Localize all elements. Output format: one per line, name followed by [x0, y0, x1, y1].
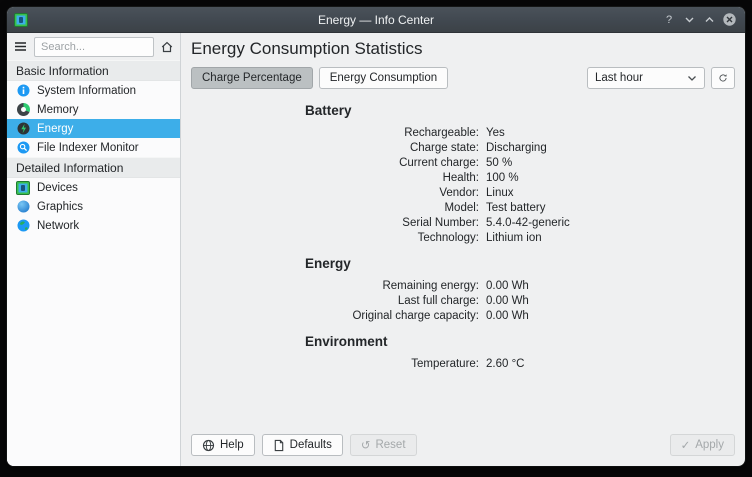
field-value: Test battery: [486, 202, 546, 214]
window-title: Energy — Info Center: [317, 12, 435, 27]
field-label: Rechargeable:: [404, 127, 479, 139]
home-icon[interactable]: [160, 40, 174, 54]
sidebar-section-basic-information: Basic Information: [7, 60, 180, 81]
sidebar-item-memory[interactable]: Memory: [7, 100, 180, 119]
close-icon: [722, 13, 736, 26]
titlebar[interactable]: Energy — Info Center ?: [7, 7, 745, 33]
field-label: Remaining energy:: [382, 280, 479, 292]
toggle-label: Energy Consumption: [329, 72, 438, 84]
field-label: Technology:: [417, 232, 479, 244]
info-center-window: Energy — Info Center ?: [7, 7, 745, 466]
section-label: Detailed Information: [16, 160, 124, 175]
sidebar-item-energy[interactable]: Energy: [7, 119, 180, 138]
sidebar-item-system-information[interactable]: System Information: [7, 81, 180, 100]
sidebar-item-graphics[interactable]: Graphics: [7, 197, 180, 216]
search-input[interactable]: [34, 36, 154, 57]
check-icon: ✓: [680, 438, 691, 452]
battery-info-form: Battery Rechargeable: Yes Charge state: Di…: [191, 91, 735, 426]
field-value: Discharging: [486, 142, 547, 154]
button-label: Apply: [695, 439, 724, 451]
main-panel: Energy Consumption Statistics Charge Per…: [181, 33, 745, 466]
footer-button-bar: Help Defaults ↺ Reset ✓ Apply: [191, 426, 735, 466]
document-icon: [274, 439, 283, 451]
sidebar-item-label: Graphics: [37, 200, 84, 213]
page-title: Energy Consumption Statistics: [191, 39, 423, 58]
file-indexer-icon: [16, 141, 30, 155]
section-heading-battery: Battery: [305, 103, 352, 118]
section-heading-energy: Energy: [305, 256, 351, 271]
environment-grid: Temperature: 2.60 °C: [191, 358, 735, 370]
sidebar-section-detailed-information: Detailed Information: [7, 157, 180, 178]
field-value: Yes: [486, 127, 505, 139]
sidebar-item-label: File Indexer Monitor: [37, 141, 139, 154]
field-value: 0.00 Wh: [486, 280, 529, 292]
energy-grid: Remaining energy: 0.00 Wh Last full charg…: [191, 280, 735, 322]
graphics-icon: [16, 200, 30, 214]
refresh-icon: [719, 74, 727, 82]
memory-icon: [16, 103, 30, 117]
field-value: Linux: [486, 187, 514, 199]
battery-grid: Rechargeable: Yes Charge state: Dischargin…: [191, 127, 735, 244]
sidebar: Basic Information System Information Mem…: [7, 33, 181, 466]
sidebar-item-label: Devices: [37, 181, 78, 194]
devices-icon: [16, 180, 30, 195]
field-value: 0.00 Wh: [486, 295, 529, 307]
sidebar-item-network[interactable]: Network: [7, 216, 180, 235]
undo-icon: ↺: [360, 438, 371, 452]
window-close-button[interactable]: [721, 12, 737, 28]
window-minimize-button[interactable]: [681, 12, 697, 28]
field-value: 0.00 Wh: [486, 310, 529, 322]
field-value: Lithium ion: [486, 232, 542, 244]
sidebar-item-file-indexer-monitor[interactable]: File Indexer Monitor: [7, 138, 180, 157]
sidebar-toolbar: [7, 33, 180, 60]
toggle-label: Charge Percentage: [202, 72, 302, 84]
chevron-up-icon: [705, 17, 713, 22]
field-label: Model:: [444, 202, 479, 214]
chevron-down-icon: [685, 17, 693, 23]
time-range-dropdown[interactable]: Last hour: [587, 67, 705, 89]
window-help-button[interactable]: ?: [661, 12, 677, 28]
field-value: 2.60 °C: [486, 358, 525, 370]
field-label: Charge state:: [409, 142, 479, 154]
window-maximize-button[interactable]: [701, 12, 717, 28]
field-label: Original charge capacity:: [352, 310, 479, 322]
field-label: Temperature:: [411, 358, 479, 370]
sidebar-item-label: System Information: [37, 84, 137, 97]
field-label: Serial Number:: [402, 217, 479, 229]
sidebar-item-devices[interactable]: Devices: [7, 178, 180, 197]
section-label: Basic Information: [16, 63, 109, 78]
field-value: 5.4.0-42-generic: [486, 217, 570, 229]
field-value: 100 %: [486, 172, 519, 184]
field-value: 50 %: [486, 157, 513, 169]
help-button[interactable]: Help: [191, 434, 255, 456]
field-label: Last full charge:: [397, 295, 479, 307]
help-icon: [202, 439, 215, 451]
energy-icon: [16, 122, 30, 136]
app-icon: [14, 12, 28, 27]
hamburger-menu-icon[interactable]: [13, 39, 28, 54]
defaults-button[interactable]: Defaults: [261, 434, 343, 456]
button-label: Help: [220, 439, 244, 451]
network-icon: [16, 219, 30, 233]
button-label: Reset: [375, 439, 406, 451]
charge-percentage-toggle[interactable]: Charge Percentage: [191, 67, 313, 89]
section-heading-environment: Environment: [305, 334, 388, 349]
field-label: Current charge:: [399, 157, 479, 169]
refresh-button[interactable]: [711, 67, 735, 89]
view-controls-row: Charge Percentage Energy Consumption Las…: [191, 67, 735, 89]
apply-button[interactable]: ✓ Apply: [669, 434, 735, 456]
field-label: Health:: [442, 172, 479, 184]
energy-consumption-toggle[interactable]: Energy Consumption: [318, 67, 449, 89]
field-label: Vendor:: [439, 187, 479, 199]
chevron-down-icon: [688, 76, 696, 81]
question-icon: ?: [665, 13, 673, 26]
sidebar-item-label: Memory: [37, 103, 79, 116]
system-information-icon: [16, 84, 30, 98]
sidebar-item-label: Network: [37, 219, 80, 232]
sidebar-list: Basic Information System Information Mem…: [7, 60, 180, 466]
button-label: Defaults: [289, 439, 332, 451]
sidebar-item-label: Energy: [37, 122, 74, 135]
reset-button[interactable]: ↺ Reset: [349, 434, 417, 456]
time-range-selected-value: Last hour: [595, 72, 643, 84]
